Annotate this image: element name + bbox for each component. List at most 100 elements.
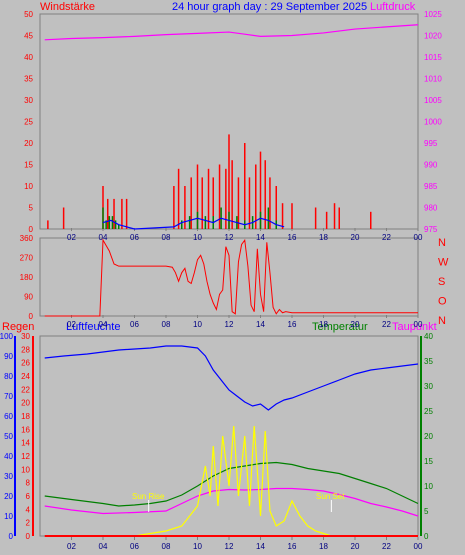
rain-ytick: 30	[21, 332, 30, 341]
pressure-ytick: 1020	[424, 32, 442, 41]
wind-direction-xtick: 08	[162, 320, 171, 329]
compass-label: N	[438, 315, 446, 327]
humidity-ytick: 30	[4, 472, 13, 481]
wind-direction-xtick: 10	[193, 320, 202, 329]
wind-ytick: 40	[24, 53, 33, 62]
humidity-ytick: 20	[4, 492, 13, 501]
plot-frame-wind-direction	[39, 237, 419, 317]
wind-ytick: 15	[24, 161, 33, 170]
climate-xtick: 08	[162, 542, 171, 551]
climate-xtick: 10	[193, 542, 202, 551]
rain-ytick: 18	[21, 412, 30, 421]
compass-label: W	[438, 257, 449, 269]
climate-xtick: 00	[414, 542, 423, 551]
rain-ytick: 8	[26, 479, 31, 488]
series-line-luftfeuchte	[44, 345, 419, 411]
wind-pressure-xtick: 20	[351, 233, 360, 242]
pressure-ytick: 1010	[424, 75, 442, 84]
humidity-ytick: 80	[4, 372, 13, 381]
rain-ytick: 26	[21, 359, 30, 368]
temperature-ytick: 20	[424, 432, 433, 441]
temperature-ytick: 35	[424, 357, 433, 366]
compass-label: O	[438, 296, 447, 308]
series-line-taupunkt	[44, 487, 419, 517]
sun-set-label: Sun Set	[316, 492, 345, 501]
wind-direction-xtick: 16	[288, 320, 297, 329]
dewpoint-axis-label: Taupunkt	[392, 321, 437, 333]
humidity-ytick: 50	[4, 432, 13, 441]
wind-ytick: 50	[24, 10, 33, 19]
wind-pressure-xtick: 16	[288, 233, 297, 242]
rain-ytick: 12	[21, 452, 30, 461]
pressure-ytick: 1000	[424, 118, 442, 127]
rain-ytick: 4	[26, 505, 31, 514]
rain-ytick: 14	[21, 439, 30, 448]
series-line-windmittel	[102, 217, 285, 230]
direction-ytick: 270	[20, 254, 34, 263]
wind-ytick: 45	[24, 32, 33, 41]
wind-pressure-xtick: 12	[225, 233, 234, 242]
page-title: 24 hour graph day : 29 September 2025	[172, 1, 367, 13]
wind-ytick: 25	[24, 118, 33, 127]
pressure-ytick: 980	[424, 204, 438, 213]
wind-pressure-xtick: 04	[99, 233, 108, 242]
humidity-ytick: 100	[0, 332, 14, 341]
temperature-ytick: 5	[424, 507, 429, 516]
wind-pressure-xtick: 10	[193, 233, 202, 242]
climate-xtick: 12	[225, 542, 234, 551]
pressure-ytick: 985	[424, 182, 438, 191]
pressure-ytick: 995	[424, 139, 438, 148]
humidity-axis-label: Luftfeuchte	[66, 321, 120, 333]
temperature-ytick: 10	[424, 482, 433, 491]
wind-ytick: 5	[29, 204, 34, 213]
pressure-ytick: 1005	[424, 96, 442, 105]
wind-direction-xtick: 18	[319, 320, 328, 329]
humidity-ytick: 70	[4, 392, 13, 401]
pressure-ytick: 975	[424, 225, 438, 234]
humidity-ytick: 60	[4, 412, 13, 421]
wind-direction-xtick: 14	[256, 320, 265, 329]
wind-direction-xtick: 22	[382, 320, 391, 329]
series-line-temperatur	[44, 461, 419, 507]
wind-pressure-xtick: 00	[414, 233, 423, 242]
wind-direction-xtick: 02	[67, 320, 76, 329]
direction-ytick: 90	[24, 293, 33, 302]
series-line-luftdruck	[44, 24, 419, 41]
climate-xtick: 18	[319, 542, 328, 551]
temperature-ytick: 30	[424, 382, 433, 391]
climate-xtick: 02	[67, 542, 76, 551]
rain-ytick: 24	[21, 372, 30, 381]
wind-pressure-xtick: 08	[162, 233, 171, 242]
wind-axis-label: Windstärke	[40, 1, 95, 13]
rain-ytick: 16	[21, 425, 30, 434]
climate-xtick: 22	[382, 542, 391, 551]
climate-xtick: 14	[256, 542, 265, 551]
pressure-ytick: 1025	[424, 10, 442, 19]
direction-ytick: 180	[20, 273, 34, 282]
temperature-axis-label: Temperatur	[312, 321, 368, 333]
rain-ytick: 10	[21, 465, 30, 474]
wind-direction-xtick: 06	[130, 320, 139, 329]
pressure-axis-label: Luftdruck	[370, 1, 416, 13]
wind-ytick: 35	[24, 75, 33, 84]
compass-label: N	[438, 237, 446, 249]
temperature-ytick: 25	[424, 407, 433, 416]
plot-frame-climate	[39, 335, 419, 537]
humidity-ytick: 0	[9, 532, 14, 541]
climate-xtick: 16	[288, 542, 297, 551]
wind-ytick: 10	[24, 182, 33, 191]
temperature-ytick: 40	[424, 332, 433, 341]
wind-ytick: 20	[24, 139, 33, 148]
compass-label: S	[438, 276, 445, 288]
direction-ytick: 360	[20, 234, 34, 243]
wind-pressure-xtick: 22	[382, 233, 391, 242]
wind-direction-xtick: 12	[225, 320, 234, 329]
wind-pressure-xtick: 18	[319, 233, 328, 242]
rain-ytick: 6	[26, 492, 31, 501]
series-line-windrichtung	[44, 238, 418, 317]
humidity-ytick: 40	[4, 452, 13, 461]
humidity-ytick: 90	[4, 352, 13, 361]
wind-ytick: 0	[29, 225, 34, 234]
wind-direction-xtick: 00	[414, 320, 423, 329]
